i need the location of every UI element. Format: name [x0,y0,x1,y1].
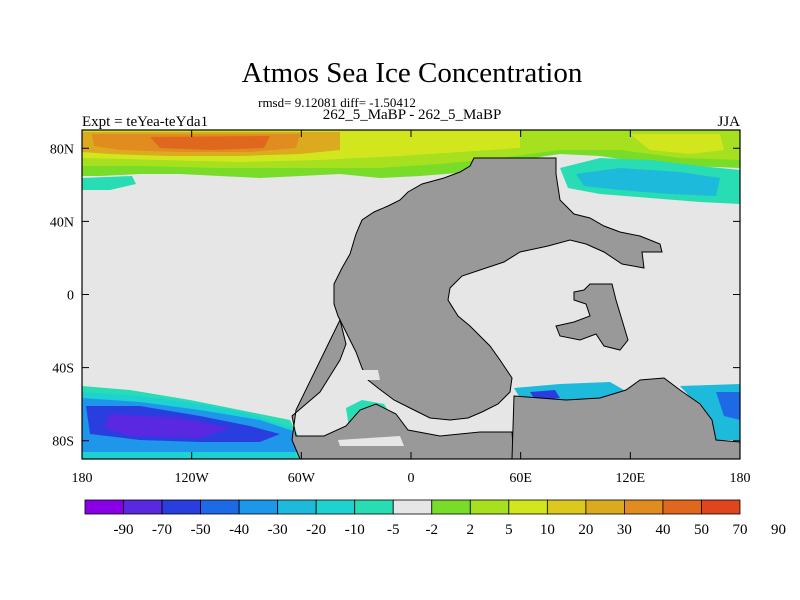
chart-subtitle: 262_5_MaBP - 262_5_MaBP [323,107,502,123]
map-plot-area [82,130,740,459]
land-south-bridge [291,318,515,459]
colorbar-level-label: 90 [771,522,786,538]
arctic-east-yellow [630,134,724,154]
colorbar-swatch [354,499,394,515]
colorbar-swatch [392,499,433,515]
arctic-negative-west [82,176,136,190]
chart-title: Atmos Sea Ice Concentration [242,57,583,89]
land-east-island [555,283,629,351]
land-inner-bay [338,436,404,446]
colorbar-swatch [84,499,124,515]
land-pangea-main [333,157,663,421]
colorbar-swatch [200,499,240,515]
y-tick-label: 40S [52,362,74,377]
colorbar-swatch [624,499,664,515]
colorbar-level-label: 50 [694,522,709,538]
experiment-label: Expt = teYea-teYda1 [82,114,208,130]
colorbar-level-label: -90 [114,522,134,538]
colorbar-level-label: -2 [426,522,439,538]
antarctic-core-west [104,414,230,438]
colorbar: -90 -70 -50 -40 -30 -20 -10 -5 -2 2 5 10 20 30 40 50 70 9… [84,499,786,538]
colorbar-level-label: 70 [733,522,748,538]
x-tick-label: 0 [408,471,415,486]
x-tick-label: 180 [730,471,751,486]
chart-stats: rmsd= 9.12081 diff= -1.50412 [258,95,416,110]
x-tick-label: 120E [616,471,646,486]
colorbar-swatch [701,499,741,515]
x-tick-label: 180 [72,471,93,486]
colorbar-swatch [123,499,163,515]
x-tick-label: 120W [175,471,210,486]
colorbar-swatch [546,499,587,515]
land-inner-gap [362,370,380,380]
y-tick-label: 80S [52,435,74,450]
x-tick-label: 60W [288,471,316,486]
colorbar-level-label: 40 [655,522,670,538]
colorbar-swatch [277,499,317,515]
season-label: JJA [717,114,740,130]
y-tick-label: 40N [50,215,74,230]
colorbar-level-label: 2 [467,522,475,538]
colorbar-swatch [662,499,702,515]
antarctic-east-core [716,392,740,420]
colorbar-swatch [508,499,548,515]
arctic-negative-east-core [576,168,720,196]
land-east-antarctica [511,377,740,459]
colorbar-swatch [315,499,356,515]
colorbar-level-label: -50 [191,522,211,538]
colorbar-swatch [161,499,201,515]
colorbar-swatch [585,499,625,515]
colorbar-swatch [431,499,471,515]
x-tick-label: 60E [509,471,532,486]
colorbar-level-label: -40 [229,522,249,538]
arctic-orange-red [150,136,270,150]
colorbar-swatch [238,499,279,515]
y-tick-label: 0 [67,289,74,304]
colorbar-level-label: -20 [306,522,326,538]
colorbar-level-label: -70 [152,522,172,538]
axis-ticks: 180 120W 60W 0 60E 120E 180 80N 40N 0 40S 80S [50,130,751,486]
colorbar-level-label: 20 [578,522,593,538]
colorbar-swatch [469,499,510,515]
colorbar-level-label: -10 [345,522,365,538]
colorbar-level-label: 10 [540,522,555,538]
colorbar-level-label: -30 [268,522,288,538]
colorbar-level-label: 30 [617,522,632,538]
colorbar-level-label: -5 [387,522,400,538]
y-tick-label: 80N [50,142,74,157]
colorbar-level-label: 5 [505,522,513,538]
